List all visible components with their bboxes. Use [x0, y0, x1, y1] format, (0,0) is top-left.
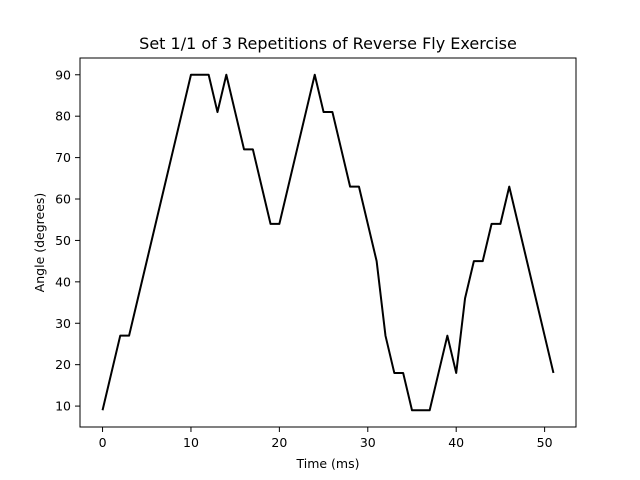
y-axis-label: Angle (degrees): [32, 193, 47, 293]
x-tick-label: 10: [183, 435, 199, 450]
y-tick-label: 50: [55, 233, 71, 248]
y-tick-label: 70: [55, 150, 71, 165]
plot-frame: [79, 57, 577, 428]
y-tick-label: 80: [55, 109, 71, 124]
series-line-angle: [101, 73, 555, 412]
x-axis: 0 10 20 30 40 50: [99, 427, 553, 450]
x-tick-label: 50: [537, 435, 553, 450]
x-tick-label: 0: [99, 435, 107, 450]
chart-title: Set 1/1 of 3 Repetitions of Reverse Fly …: [139, 34, 517, 53]
y-tick-label: 60: [55, 192, 71, 207]
x-tick-label: 20: [271, 435, 287, 450]
y-tick-label: 20: [55, 357, 71, 372]
y-tick-label: 10: [55, 399, 71, 414]
y-tick-label: 90: [55, 67, 71, 82]
x-tick-label: 40: [448, 435, 464, 450]
y-tick-label: 40: [55, 274, 71, 289]
x-axis-label: Time (ms): [295, 456, 359, 471]
y-tick-label: 30: [55, 316, 71, 331]
x-tick-label: 30: [360, 435, 376, 450]
y-axis: 10 20 30 40 50 60 70 80 90: [55, 67, 80, 414]
